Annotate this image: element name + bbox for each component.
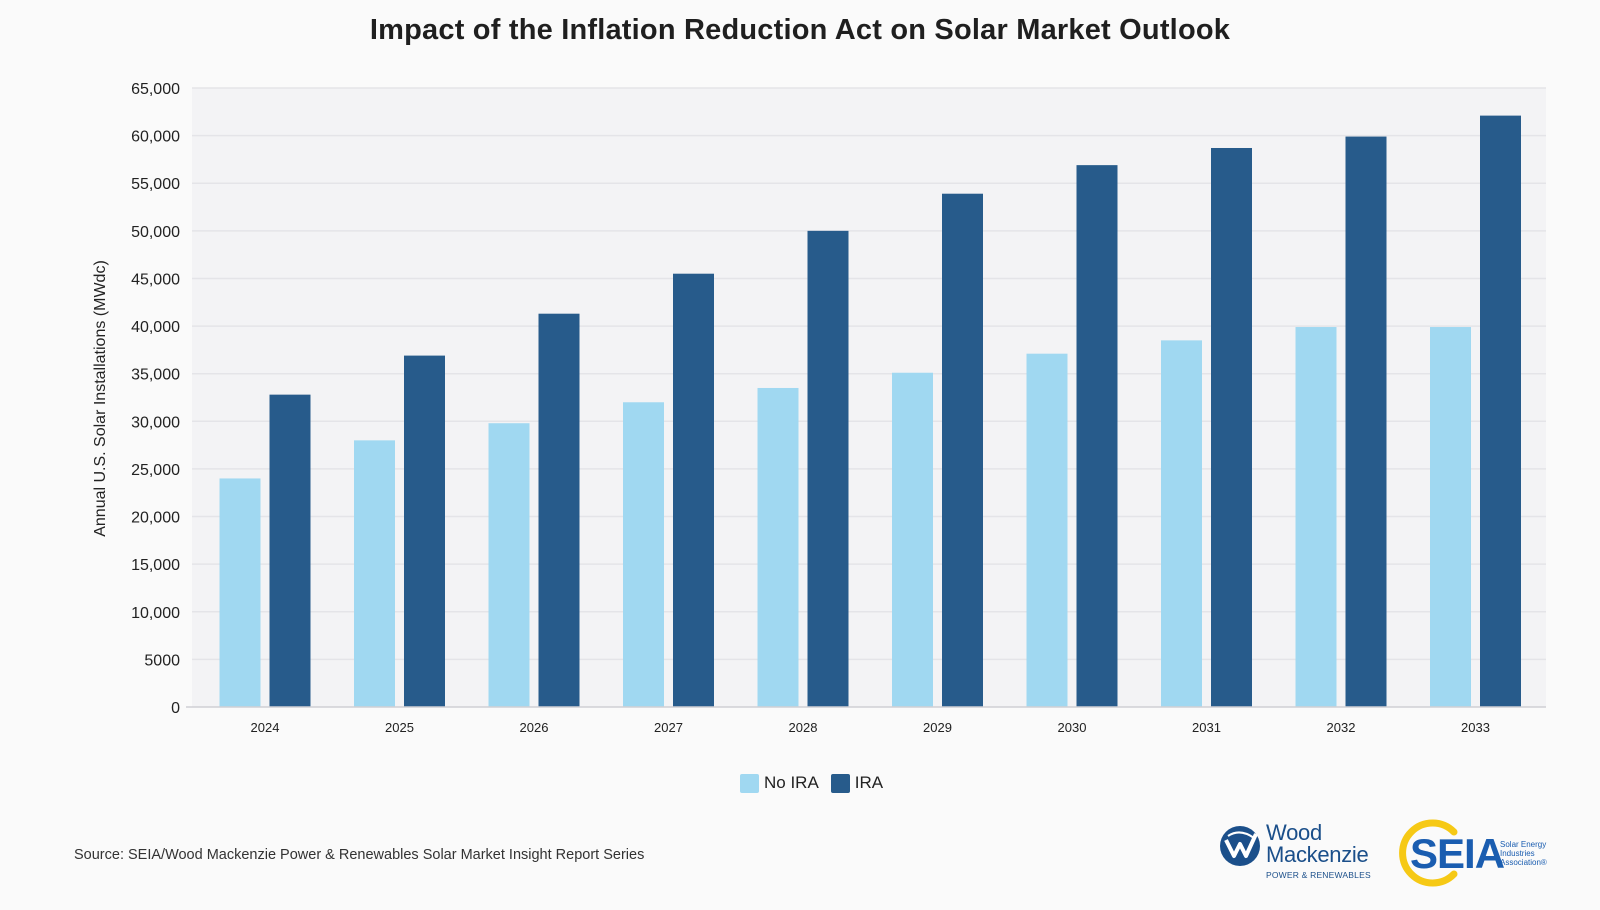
y-tick-label: 35,000 xyxy=(131,367,180,384)
bar-no-ira-2026 xyxy=(488,423,530,707)
bar-no-ira-2031 xyxy=(1161,340,1202,707)
bar-no-ira-2032 xyxy=(1295,327,1337,707)
legend: No IRA IRA xyxy=(740,773,883,793)
seia-logo: SEIA Solar Energy Industries Association… xyxy=(1396,818,1566,890)
bar-ira-2025 xyxy=(404,355,445,707)
x-tick-label: 2032 xyxy=(1327,720,1356,735)
x-tick-label: 2028 xyxy=(789,720,818,735)
legend-swatch-no-ira xyxy=(740,773,759,793)
legend-label-ira: IRA xyxy=(854,773,884,792)
legend-item-no-ira: No IRA xyxy=(740,773,819,793)
bar-no-ira-2030 xyxy=(1026,353,1068,707)
bar-no-ira-2024 xyxy=(219,478,261,707)
legend-item-ira: IRA xyxy=(830,773,884,793)
y-tick-label: 10,000 xyxy=(131,605,180,622)
wood-mackenzie-name-line2: Mackenzie xyxy=(1266,842,1369,867)
bar-no-ira-2033 xyxy=(1430,327,1471,707)
bar-no-ira-2029 xyxy=(892,372,933,707)
bar-ira-2024 xyxy=(269,394,311,707)
y-tick-label: 55,000 xyxy=(131,176,180,193)
y-tick-label: 30,000 xyxy=(131,414,180,431)
legend-swatch-ira xyxy=(830,773,850,793)
y-tick-label: 0 xyxy=(171,700,180,717)
seia-subtitle: Solar Energy Industries Association® xyxy=(1500,840,1547,867)
wood-mackenzie-mark-icon xyxy=(1220,826,1260,866)
x-tick-label: 2033 xyxy=(1461,720,1490,735)
bar-no-ira-2025 xyxy=(354,440,395,707)
y-axis-ticks: 0 5000 10,000 15,000 20,000 25,000 30,000 35,00… xyxy=(131,81,180,717)
x-tick-label: 2029 xyxy=(923,720,952,735)
x-tick-label: 2025 xyxy=(385,720,414,735)
y-tick-label: 60,000 xyxy=(131,129,180,146)
bar-ira-2031 xyxy=(1211,147,1252,708)
bar-ira-2028 xyxy=(807,230,849,707)
bar-ira-2026 xyxy=(538,313,580,707)
y-tick-label: 25,000 xyxy=(131,462,180,479)
seia-sun-icon xyxy=(1399,819,1458,887)
bar-no-ira-2027 xyxy=(623,402,664,707)
x-tick-label: 2024 xyxy=(251,720,280,735)
y-tick-label: 20,000 xyxy=(131,510,180,527)
chart-title: Impact of the Inflation Reduction Act on… xyxy=(369,14,1231,46)
bar-ira-2033 xyxy=(1480,115,1521,707)
y-tick-label: 65,000 xyxy=(131,81,180,98)
x-tick-label: 2030 xyxy=(1058,720,1087,735)
y-axis-title: Annual U.S. Solar Installations (MWdc) xyxy=(92,260,109,537)
x-tick-label: 2031 xyxy=(1192,720,1221,735)
bar-ira-2030 xyxy=(1076,165,1118,708)
wood-mackenzie-logo: Wood Mackenzie POWER & RENEWABLES xyxy=(1218,818,1383,888)
y-tick-label: 15,000 xyxy=(131,557,180,574)
x-tick-label: 2026 xyxy=(520,720,549,735)
bar-ira-2032 xyxy=(1345,136,1387,707)
seia-wordmark: SEIA xyxy=(1410,830,1505,877)
y-tick-label: 5000 xyxy=(144,652,180,669)
bars xyxy=(219,115,1521,708)
bar-ira-2027 xyxy=(673,273,714,707)
y-tick-label: 50,000 xyxy=(131,224,180,241)
source-note: Source: SEIA/Wood Mackenzie Power & Rene… xyxy=(74,847,645,863)
y-tick-label: 45,000 xyxy=(131,271,180,288)
bar-ira-2029 xyxy=(942,193,983,707)
legend-label-no-ira: No IRA xyxy=(764,773,819,792)
wood-mackenzie-name-line1: Wood xyxy=(1266,820,1322,845)
x-axis-ticks: 2024 2025 2026 2027 2028 2029 2030 2031 2032 2033 xyxy=(251,720,1490,735)
bar-no-ira-2028 xyxy=(757,387,799,707)
y-tick-label: 40,000 xyxy=(131,319,180,336)
plot-area xyxy=(192,88,1546,707)
x-tick-label: 2027 xyxy=(654,720,683,735)
wood-mackenzie-subtitle: POWER & RENEWABLES xyxy=(1266,870,1371,880)
